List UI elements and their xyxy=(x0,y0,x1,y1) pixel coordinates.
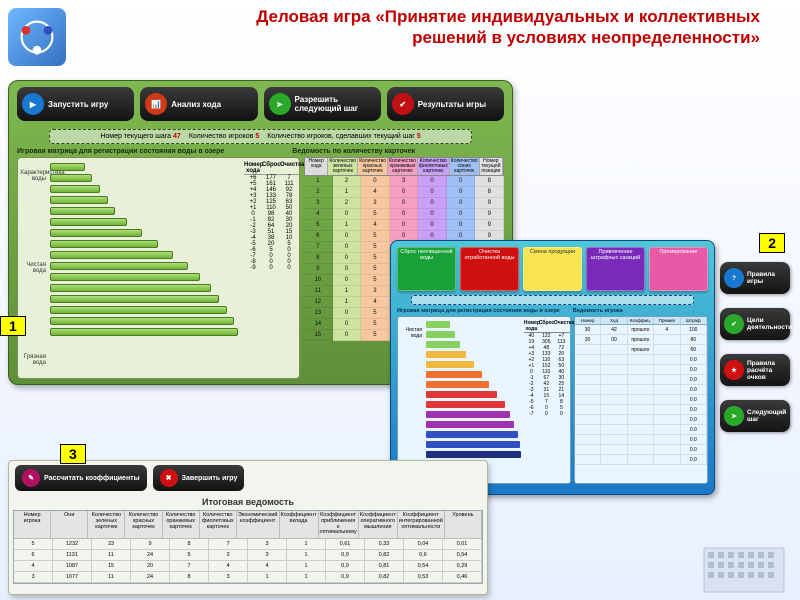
callout-2: 2 xyxy=(759,233,785,253)
table-row: 0.0 xyxy=(575,405,707,415)
toolbar-button[interactable]: 📊 Анализ хода xyxy=(140,87,257,121)
button-icon: ▶ xyxy=(22,93,44,115)
button-icon: ✔ xyxy=(392,93,414,115)
table-row: 3042прошло4100 xyxy=(575,325,707,335)
button-label: Рассчитать коэффициенты xyxy=(44,475,140,482)
panel-summary: ✎Рассчитать коэффициенты✖Завершить игру … xyxy=(8,460,488,595)
button-label: Завершить игру xyxy=(182,475,238,482)
table-row: 3000прошло80 xyxy=(575,335,707,345)
table-row: 0.0 xyxy=(575,425,707,435)
logo xyxy=(8,8,66,66)
building-image xyxy=(694,540,794,596)
player-ledger: НомерХодКоэффиц.ПремияШтраф 3042прошло41… xyxy=(574,316,708,484)
sidebar-icon: ✔ xyxy=(724,314,744,334)
sidebar-label: Цели деятельности xyxy=(747,317,792,331)
button-label: Запустить игру xyxy=(48,100,108,109)
table-row: 0.0 xyxy=(575,385,707,395)
button-icon: 📊 xyxy=(145,93,167,115)
table-row: 61131112453310,90,820,60,54 xyxy=(14,550,482,561)
table-row: 0.0 xyxy=(575,445,707,455)
action-card[interactable]: Премирование xyxy=(649,247,708,291)
page-title: Деловая игра «Принятие индивидуальных и … xyxy=(180,6,760,49)
panel-player: Сброс неочищенной водыОчистка отработанн… xyxy=(390,240,715,495)
toolbar-button[interactable]: ✎ Рассчитать коэффициенты xyxy=(15,465,147,491)
button-label: Анализ хода xyxy=(171,100,221,109)
table-row: 5123223987310,610,330,040,01 xyxy=(14,539,482,550)
sidebar-label: Правила игры xyxy=(747,271,786,285)
sidebar-label: Правила расчёта очков xyxy=(747,360,786,381)
sidebar-label: Следующий шаг xyxy=(747,409,786,423)
toolbar-button[interactable]: ➤Разрешить следующий шаг xyxy=(264,87,381,121)
table-row: 1203008 xyxy=(304,176,504,187)
table-row: 4050009 xyxy=(304,209,504,220)
summary-table: Номер игрокаОниКоличество зеленых карточ… xyxy=(13,510,483,584)
player-matrix: Чистая водаГрязная вода Номер ходаСбросО… xyxy=(397,316,571,484)
table-row: 0.0 xyxy=(575,365,707,375)
action-card[interactable]: Сброс неочищенной воды xyxy=(397,247,456,291)
sidebar-icon: ★ xyxy=(724,360,744,380)
table-row: 41087152074410,90,810,540,29 xyxy=(14,561,482,572)
table-row: 31077112483110,90,820,530,46 xyxy=(14,572,482,583)
table-row: 0.0 xyxy=(575,435,707,445)
toolbar-button[interactable]: ✖ Завершить игру xyxy=(153,465,245,491)
toolbar-button[interactable]: ✔ Результаты игры xyxy=(387,87,504,121)
table-row: 0.0 xyxy=(575,375,707,385)
table-row: 5140009 xyxy=(304,220,504,231)
status-bar: Номер текущего шага 47 Количество игроко… xyxy=(49,129,472,144)
table-row: 2140008 xyxy=(304,187,504,198)
button-icon: ✎ xyxy=(22,469,40,487)
status-bar-2 xyxy=(411,295,694,305)
toolbar-button[interactable]: ▶ Запустить игру xyxy=(17,87,134,121)
button-label: Разрешить следующий шаг xyxy=(295,95,376,113)
table-row: 3230009 xyxy=(304,198,504,209)
button-icon: ➤ xyxy=(269,93,291,115)
action-card[interactable]: Привлечение штрафных санкций xyxy=(586,247,645,291)
action-card[interactable]: Очистка отработанной воды xyxy=(460,247,519,291)
sidebar: ?Правила игры✔Цели деятельности★Правила … xyxy=(720,262,790,432)
sidebar-icon: ? xyxy=(724,268,744,288)
sidebar-button[interactable]: ✔Цели деятельности xyxy=(720,308,790,340)
button-label: Результаты игры xyxy=(418,100,486,109)
table-row: 0.0 xyxy=(575,355,707,365)
sidebar-icon: ➤ xyxy=(724,406,744,426)
matrix-caption: Игровая матрица для регистрации состояни… xyxy=(17,148,292,155)
callout-3: 3 xyxy=(60,444,86,464)
table-row: 0.0 xyxy=(575,415,707,425)
summary-title: Итоговая ведомость xyxy=(9,495,487,510)
callout-1: 1 xyxy=(0,316,26,336)
sidebar-button[interactable]: ?Правила игры xyxy=(720,262,790,294)
cards-caption: Ведомость по количеству карточек xyxy=(292,148,504,155)
sidebar-button[interactable]: ★Правила расчёта очков xyxy=(720,354,790,386)
table-row: 0.0 xyxy=(575,455,707,465)
table-row: прошло60 xyxy=(575,345,707,355)
sidebar-button[interactable]: ➤Следующий шаг xyxy=(720,400,790,432)
table-row: 0.0 xyxy=(575,395,707,405)
button-icon: ✖ xyxy=(160,469,178,487)
action-card[interactable]: Смена продукции xyxy=(523,247,582,291)
game-matrix: Характеристика воды Чистая вода Грязная … xyxy=(17,157,300,379)
